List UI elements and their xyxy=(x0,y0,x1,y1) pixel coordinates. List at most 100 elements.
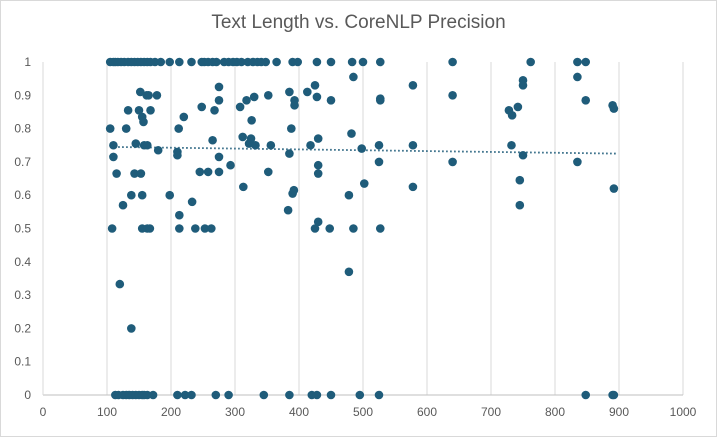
data-point xyxy=(312,92,322,102)
data-point xyxy=(306,140,315,150)
data-point xyxy=(134,105,144,115)
data-point xyxy=(165,190,175,200)
data-point xyxy=(290,100,299,110)
data-point xyxy=(303,87,312,97)
data-point xyxy=(112,169,121,178)
data-point xyxy=(573,57,582,67)
data-point xyxy=(313,169,323,178)
data-point xyxy=(145,224,155,233)
data-point xyxy=(211,390,221,400)
y-tick-label: 0.5 xyxy=(14,222,31,236)
data-point xyxy=(137,190,147,200)
y-tick-label: 0.9 xyxy=(14,88,31,102)
data-point xyxy=(148,390,158,400)
x-tick-labels: 0 100 200 300 400 500 600 700 800 900 1000 xyxy=(40,405,697,419)
data-point xyxy=(105,124,115,133)
data-point xyxy=(165,57,175,67)
data-point xyxy=(507,110,517,120)
data-point xyxy=(326,390,336,400)
data-point xyxy=(109,152,118,162)
data-point xyxy=(153,145,163,155)
y-tick-label: 0.7 xyxy=(14,155,31,169)
x-tick-label: 800 xyxy=(545,405,565,419)
data-point xyxy=(581,95,591,105)
data-point xyxy=(287,124,296,133)
data-point xyxy=(130,169,139,178)
data-point xyxy=(408,81,418,90)
data-point xyxy=(349,224,358,233)
data-point xyxy=(285,149,294,158)
x-tick-label: 600 xyxy=(417,405,437,419)
y-tick-label: 0.6 xyxy=(14,188,31,202)
data-point xyxy=(191,224,200,233)
data-point xyxy=(107,224,117,233)
data-point xyxy=(609,184,619,193)
y-tick-label: 0.8 xyxy=(14,122,31,136)
data-point xyxy=(581,57,591,67)
data-point xyxy=(310,81,320,90)
x-tick-label: 300 xyxy=(225,405,245,419)
data-point xyxy=(312,390,322,400)
data-point xyxy=(207,224,216,233)
y-tick-label: 1 xyxy=(24,55,31,69)
data-point xyxy=(242,95,251,105)
data-point xyxy=(237,57,246,67)
data-point xyxy=(180,390,190,400)
data-point xyxy=(121,124,131,133)
data-point xyxy=(355,390,365,400)
data-point xyxy=(187,57,196,67)
data-point xyxy=(283,205,293,215)
data-point xyxy=(238,132,247,142)
data-point xyxy=(289,185,299,195)
x-tick-label: 100 xyxy=(97,405,117,419)
data-point xyxy=(266,140,276,150)
data-point xyxy=(174,124,183,133)
data-point xyxy=(349,72,358,82)
data-point xyxy=(518,150,528,160)
data-point xyxy=(357,144,367,153)
data-point xyxy=(173,390,182,400)
data-point xyxy=(293,57,303,67)
data-point xyxy=(187,390,196,400)
data-point xyxy=(347,129,356,138)
data-point xyxy=(226,160,235,170)
data-point xyxy=(239,182,248,192)
data-point xyxy=(344,267,354,277)
data-point xyxy=(313,160,323,170)
y-tick-label: 0 xyxy=(24,388,31,402)
x-tick-label: 500 xyxy=(353,405,373,419)
data-point xyxy=(408,182,418,192)
data-point xyxy=(515,200,525,210)
data-point xyxy=(609,390,619,400)
data-point xyxy=(374,140,384,150)
data-point xyxy=(123,105,133,115)
data-point xyxy=(573,72,582,82)
data-point xyxy=(249,92,259,102)
data-point xyxy=(139,117,148,127)
data-point xyxy=(326,95,336,105)
data-point xyxy=(146,105,155,115)
data-point xyxy=(359,179,369,188)
data-point xyxy=(143,140,152,150)
data-point xyxy=(175,57,184,67)
data-point xyxy=(263,167,273,177)
data-point xyxy=(313,217,323,227)
data-point xyxy=(203,167,213,177)
data-point xyxy=(144,91,153,100)
data-point xyxy=(175,210,184,220)
data-point xyxy=(136,169,146,178)
data-points xyxy=(105,57,619,400)
data-point xyxy=(325,224,335,233)
chart-title: Text Length vs. CoreNLP Precision xyxy=(211,12,506,33)
data-point xyxy=(251,140,260,150)
y-tick-label: 0.1 xyxy=(14,355,31,369)
data-point xyxy=(263,91,273,100)
data-point xyxy=(310,224,320,233)
data-point xyxy=(200,224,210,233)
data-point xyxy=(214,82,224,92)
y-tick-label: 0.4 xyxy=(14,255,31,269)
data-point xyxy=(375,224,385,233)
x-tick-label: 200 xyxy=(161,405,181,419)
data-point xyxy=(374,157,384,167)
